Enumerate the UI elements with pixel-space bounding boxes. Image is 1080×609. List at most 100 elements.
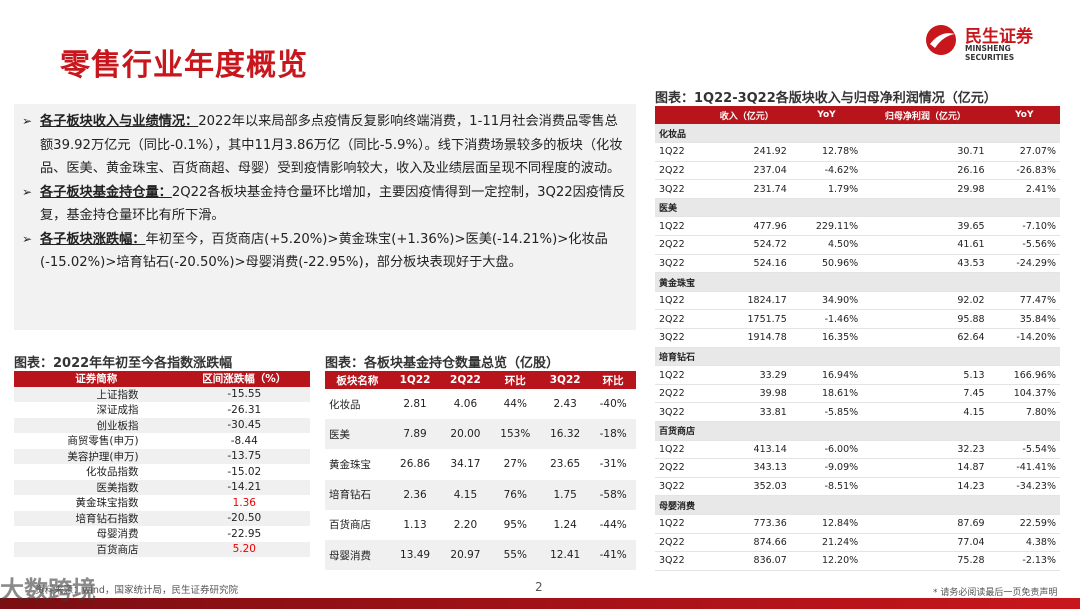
cell: -8.44 (230, 434, 258, 447)
cell: 21.24% (790, 533, 863, 553)
cell: -15.02 (227, 465, 262, 478)
cell: 104.37% (988, 384, 1060, 404)
row: 黄金珠宝指数 1.36 (14, 495, 310, 511)
cell: 77.04 (862, 533, 989, 553)
table: 收入（亿元） YoY 归母净利润（亿元） YoY 化妆品 1Q22 241.92 12.78%… (655, 106, 1060, 571)
cell: -9.09% (790, 458, 863, 478)
cell: 2.41% (988, 179, 1060, 199)
source-note: 资料来源：wind，国家统计局，民生证券研究院 (35, 585, 238, 596)
row: 1Q22 1824.17 34.90% 92.02 77.47% (655, 291, 1060, 311)
cell: 33.29 (702, 365, 791, 385)
cell: 95.88 (862, 309, 989, 330)
row: 2Q22 874.66 21.24% 77.04 4.38% (655, 533, 1060, 553)
group-row: 百货商店 (655, 421, 1060, 441)
cell: 7.45 (862, 384, 989, 404)
cell: 153% (490, 419, 540, 450)
page-title: 零售行业年度概览 (60, 48, 308, 83)
bullet-label: 各子板块收入与业绩情况： (40, 114, 199, 129)
table-title: 图表：各板块基金持仓数量总览（亿股） (325, 356, 560, 371)
bullet: 各子板块收入与业绩情况：2022年以来局部多点疫情反复影响终端消费，1-11月社… (22, 110, 626, 181)
cell: 62.64 (862, 328, 989, 348)
group-name: 百货商店 (655, 421, 1060, 441)
index-table-block: 图表：2022年年初至今各指数涨跌幅 证券简称 区间涨跌幅（%） 上证指数 -15.55… (14, 352, 310, 557)
row: 3Q22 1914.78 16.35% 62.64 -14.20% (655, 328, 1060, 348)
row: 1Q22 413.14 -6.00% 32.23 -5.54% (655, 440, 1060, 460)
cell: 2.43 (553, 398, 577, 411)
cell: 50.96% (790, 254, 863, 274)
cell: 12.20% (790, 551, 863, 571)
table: 证券简称 区间涨跌幅（%） 上证指数 -15.55 深证成指 -26.31 创业板指 -30.… (14, 371, 310, 557)
logo-icon (926, 25, 956, 55)
cell: 1Q22 (655, 365, 703, 385)
cell: 3Q22 (655, 477, 703, 497)
cell: 27% (503, 458, 527, 471)
cell: 14.87 (862, 458, 989, 478)
cell: 77.47% (988, 291, 1060, 311)
header-cell: 3Q22 (539, 371, 591, 389)
table: 板块名称 1Q22 2Q22 环比 3Q22 环比 化妆品 2.81 4.06 44% 2.43 -4… (325, 371, 636, 571)
cell: -5.56% (988, 235, 1060, 255)
footer-bar (0, 598, 1080, 609)
bullet-box: 各子板块收入与业绩情况：2022年以来局部多点疫情反复影响终端消费，1-11月社… (14, 104, 636, 330)
cell: 76% (490, 479, 540, 510)
cell: 343.13 (702, 458, 791, 478)
cell: 培育钻石 (325, 479, 390, 510)
cell: 413.14 (702, 440, 791, 460)
disclaimer: * 请务必阅读最后一页免责声明 (933, 588, 1058, 598)
cell: 874.66 (702, 533, 791, 553)
cell: 33.81 (702, 402, 791, 422)
cell: 22.59% (988, 514, 1060, 534)
row: 1Q22 241.92 12.78% 30.71 27.07% (655, 142, 1060, 162)
cell: 1.13 (403, 518, 427, 531)
cell: 1824.17 (702, 291, 791, 311)
row: 母婴消费 -22.95 (14, 526, 310, 542)
cell: 26.86 (400, 458, 431, 471)
cell: 母婴消费 (325, 539, 390, 571)
cell: 16.32 (539, 419, 591, 450)
cell: 1Q22 (655, 440, 703, 460)
cell: 2Q22 (655, 533, 703, 553)
cell: 2Q22 (655, 309, 703, 330)
cell: 3Q22 (655, 402, 703, 422)
cell: -2.13% (988, 551, 1060, 571)
cell: 237.04 (702, 161, 791, 181)
cell: -26.31 (227, 403, 262, 416)
cell: 2.36 (389, 479, 441, 510)
bullet-label: 各子板块涨跌幅： (40, 231, 146, 247)
cell: 1.79% (790, 179, 863, 199)
group-name: 黄金珠宝 (655, 272, 1060, 292)
cell: 20.97 (440, 539, 491, 571)
header-cell: 归母净利润（亿元） (862, 106, 989, 124)
cell: 524.72 (702, 235, 791, 255)
cell: -13.75 (178, 448, 310, 464)
cell: 13.49 (389, 539, 441, 571)
row: 医美指数 -14.21 (14, 479, 310, 495)
cell: 医美 (325, 419, 390, 450)
row: 2Q22 39.98 18.61% 7.45 104.37% (655, 384, 1060, 404)
cell: 1.75 (539, 479, 591, 510)
cell: 4.15 (440, 479, 491, 510)
cell: 20.00 (440, 419, 491, 450)
cell: 1Q22 (655, 291, 703, 311)
header-cell: YoY (790, 106, 863, 124)
group-row: 医美 (655, 198, 1060, 218)
cell: -14.20% (988, 328, 1060, 348)
cell: 477.96 (702, 216, 791, 237)
cell: 2Q22 (655, 458, 703, 478)
page-number: 2 (535, 580, 543, 594)
cell: 2Q22 (655, 384, 703, 404)
row: 培育钻石 2.36 4.15 76% 1.75 -58% (325, 479, 636, 510)
cell: 4.38% (988, 533, 1060, 553)
cell: 2Q22 (655, 161, 703, 181)
cell: 培育钻石指数 (14, 510, 179, 526)
row: 3Q22 524.16 50.96% 43.53 -24.29% (655, 254, 1060, 274)
cell: -44% (599, 518, 627, 531)
cell: 16.35% (790, 328, 863, 348)
header-cell: 环比 (490, 371, 540, 389)
bullet-label: 各子板块基金持仓量： (40, 184, 172, 200)
cell: 百货商店 (14, 541, 179, 557)
cell: 美容护理(申万) (14, 448, 179, 464)
row: 2Q22 343.13 -9.09% 14.87 -41.41% (655, 458, 1060, 478)
cell: -40% (599, 398, 627, 411)
